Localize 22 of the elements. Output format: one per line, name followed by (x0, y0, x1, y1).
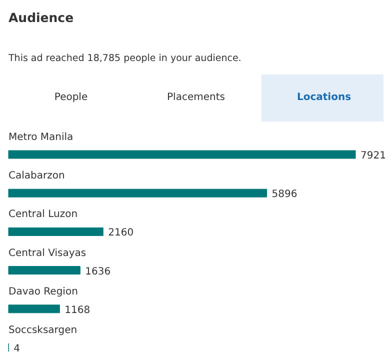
data-label: 1636 (85, 266, 111, 278)
data-label: 1168 (64, 304, 90, 316)
text: Placements (167, 92, 225, 103)
chart-subtitle: This ad reached 18,785 people in your audience. (8, 53, 242, 64)
chart-title: Audience (8, 10, 74, 25)
y-tick-label: Central Luzon (8, 209, 78, 220)
bar (8, 188, 268, 198)
y-tick-label: Metro Manila (8, 132, 74, 143)
y-tick-label: Soccsksargen (8, 325, 78, 336)
y-tick-label: Davao Region (8, 286, 78, 298)
data-label: 4 (14, 344, 20, 354)
y-tick-label: Central Visayas (8, 248, 86, 259)
data-label: 7921 (360, 150, 386, 162)
bar (8, 150, 356, 159)
data-label: 5896 (272, 189, 298, 200)
bar (8, 266, 80, 275)
text: Locations (296, 92, 352, 103)
bar (8, 304, 60, 314)
data-label: 2160 (108, 228, 134, 239)
bar (8, 227, 104, 236)
y-tick-label: Calabarzon (8, 170, 65, 182)
text: People (54, 92, 88, 103)
